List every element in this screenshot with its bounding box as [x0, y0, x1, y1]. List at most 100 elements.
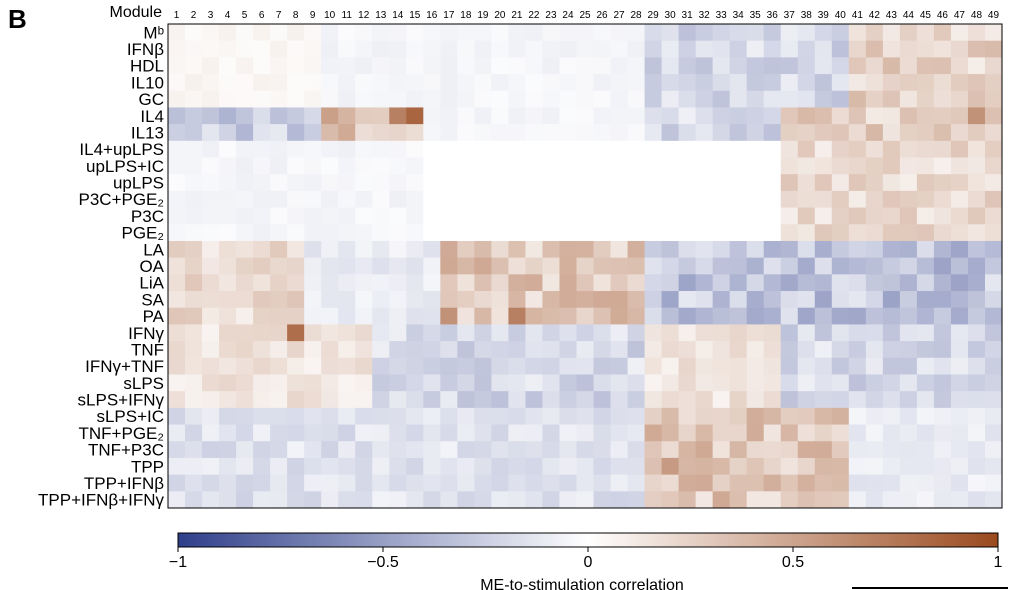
heatmap-cell: [423, 274, 441, 292]
heatmap-cell: [389, 24, 407, 42]
heatmap-cell: [576, 341, 595, 359]
heatmap-cell: [627, 257, 646, 275]
heatmap-cell: [338, 341, 356, 359]
heatmap-cell: [848, 107, 867, 125]
heatmap-cell: [712, 124, 731, 142]
heatmap-cell: [406, 90, 424, 108]
heatmap-cell: [559, 107, 577, 125]
heatmap-cell: [797, 341, 816, 359]
heatmap-cell: [542, 157, 560, 175]
heatmap-cell: [168, 157, 186, 175]
heatmap-cell: [202, 224, 220, 242]
heatmap-cell: [882, 74, 901, 92]
heatmap-cell: [457, 257, 475, 275]
heatmap-cell: [899, 474, 918, 492]
heatmap-cell: [576, 90, 595, 108]
heatmap-cell: [627, 291, 646, 309]
heatmap-cell: [321, 240, 339, 259]
heatmap-cell: [763, 190, 782, 209]
heatmap-cell: [712, 90, 731, 108]
heatmap-cell: [729, 224, 748, 242]
heatmap-cell: [780, 57, 799, 75]
column-label: 39: [818, 10, 830, 21]
heatmap-cell: [321, 157, 339, 175]
heatmap-cell: [797, 124, 816, 142]
heatmap-cell: [916, 491, 935, 509]
heatmap-cell: [236, 190, 254, 209]
heatmap-cell: [406, 291, 424, 309]
heatmap-cell: [967, 474, 986, 492]
heatmap-cell: [202, 491, 220, 509]
heatmap-cell: [389, 140, 407, 159]
heatmap-cell: [542, 90, 560, 108]
heatmap-cell: [338, 407, 356, 426]
heatmap-cell: [967, 441, 986, 459]
heatmap-cell: [780, 457, 799, 476]
heatmap-cell: [780, 441, 799, 459]
heatmap-cell: [933, 90, 952, 108]
heatmap-cell: [440, 324, 458, 342]
heatmap-cell: [746, 190, 765, 209]
heatmap-cell: [763, 107, 782, 125]
heatmap-cell: [372, 224, 390, 242]
heatmap-cell: [372, 374, 390, 392]
heatmap-cell: [406, 140, 424, 159]
heatmap-cell: [899, 90, 918, 108]
heatmap-cell: [746, 24, 765, 42]
heatmap-cell: [797, 107, 816, 125]
heatmap-cell: [491, 107, 509, 125]
heatmap-cell: [270, 257, 288, 275]
heatmap-cell: [321, 40, 339, 58]
heatmap-cell: [372, 274, 390, 292]
heatmap-cell: [967, 491, 986, 509]
heatmap-cell: [457, 374, 475, 392]
heatmap-cell: [848, 407, 867, 426]
heatmap-cell: [933, 307, 952, 325]
heatmap-cell: [304, 207, 322, 225]
heatmap-cell: [508, 90, 526, 108]
heatmap-cell: [304, 291, 322, 309]
heatmap-cell: [780, 157, 799, 175]
heatmap-cell: [967, 307, 986, 325]
heatmap-cell: [253, 474, 271, 492]
heatmap-cell: [287, 107, 305, 125]
heatmap-cell: [695, 57, 714, 75]
heatmap-cell: [372, 90, 390, 108]
heatmap-cell: [882, 140, 901, 159]
colorbar-tick-label: −0.5: [367, 554, 399, 571]
heatmap-cell: [848, 224, 867, 242]
heatmap-cell: [780, 90, 799, 108]
heatmap-cell: [831, 457, 850, 476]
heatmap-cell: [712, 207, 731, 225]
heatmap-cell: [678, 424, 697, 442]
heatmap-cell: [610, 240, 629, 259]
heatmap-cell: [695, 341, 714, 359]
heatmap-cell: [508, 74, 526, 92]
heatmap-cell: [763, 124, 782, 142]
row-label: TPP: [131, 457, 164, 476]
heatmap-cell: [304, 324, 322, 342]
heatmap-cell: [933, 224, 952, 242]
heatmap-cell: [814, 257, 833, 275]
heatmap-cell: [882, 90, 901, 108]
heatmap-cell: [304, 424, 322, 442]
heatmap-cell: [423, 391, 441, 409]
row-label: PA: [143, 307, 165, 326]
heatmap-cell: [661, 74, 680, 92]
column-label: 27: [613, 10, 625, 21]
heatmap-cell: [474, 257, 492, 275]
heatmap-cell: [695, 140, 714, 159]
heatmap-cell: [253, 74, 271, 92]
heatmap-cell: [576, 24, 595, 42]
heatmap-cell: [355, 224, 373, 242]
heatmap-cell: [559, 441, 577, 459]
heatmap-cell: [474, 157, 492, 175]
heatmap-cell: [916, 207, 935, 225]
heatmap-cell: [168, 341, 186, 359]
heatmap-cell: [763, 240, 782, 259]
row-label: SA: [141, 290, 164, 309]
heatmap-cell: [899, 491, 918, 509]
heatmap-cell: [525, 24, 543, 42]
heatmap-cell: [661, 407, 680, 426]
heatmap-cell: [950, 257, 969, 275]
